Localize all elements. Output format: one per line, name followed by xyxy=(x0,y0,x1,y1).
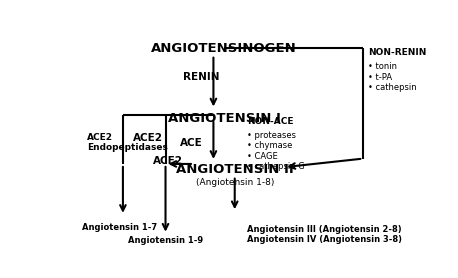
Text: ACE2: ACE2 xyxy=(133,133,163,143)
Text: ACE: ACE xyxy=(180,138,202,148)
Text: ANGIOTENSINOGEN: ANGIOTENSINOGEN xyxy=(151,42,297,55)
Text: ANGIOTENSIN II: ANGIOTENSIN II xyxy=(176,163,294,176)
Text: • tonin
• t-PA
• cathepsin: • tonin • t-PA • cathepsin xyxy=(368,62,416,92)
Text: ACE2
Endopeptidases: ACE2 Endopeptidases xyxy=(87,133,168,152)
Text: ANGIOTENSIN I: ANGIOTENSIN I xyxy=(168,113,280,125)
Text: RENIN: RENIN xyxy=(183,72,220,82)
Text: Angiotensin 1-7: Angiotensin 1-7 xyxy=(82,223,157,232)
Text: ACE2: ACE2 xyxy=(153,156,183,166)
Text: NON-ACE: NON-ACE xyxy=(247,117,294,126)
Text: NON-RENIN: NON-RENIN xyxy=(368,48,426,57)
Text: • proteases
• chymase
• CAGE
• cathepsin G: • proteases • chymase • CAGE • cathepsin… xyxy=(247,131,305,171)
Text: Angiotensin III (Angiotensin 2-8)
Angiotensin IV (Angiotensin 3-8): Angiotensin III (Angiotensin 2-8) Angiot… xyxy=(247,225,402,244)
Text: (Angiotensin 1-8): (Angiotensin 1-8) xyxy=(196,178,274,187)
Text: Angiotensin 1-9: Angiotensin 1-9 xyxy=(128,237,203,245)
